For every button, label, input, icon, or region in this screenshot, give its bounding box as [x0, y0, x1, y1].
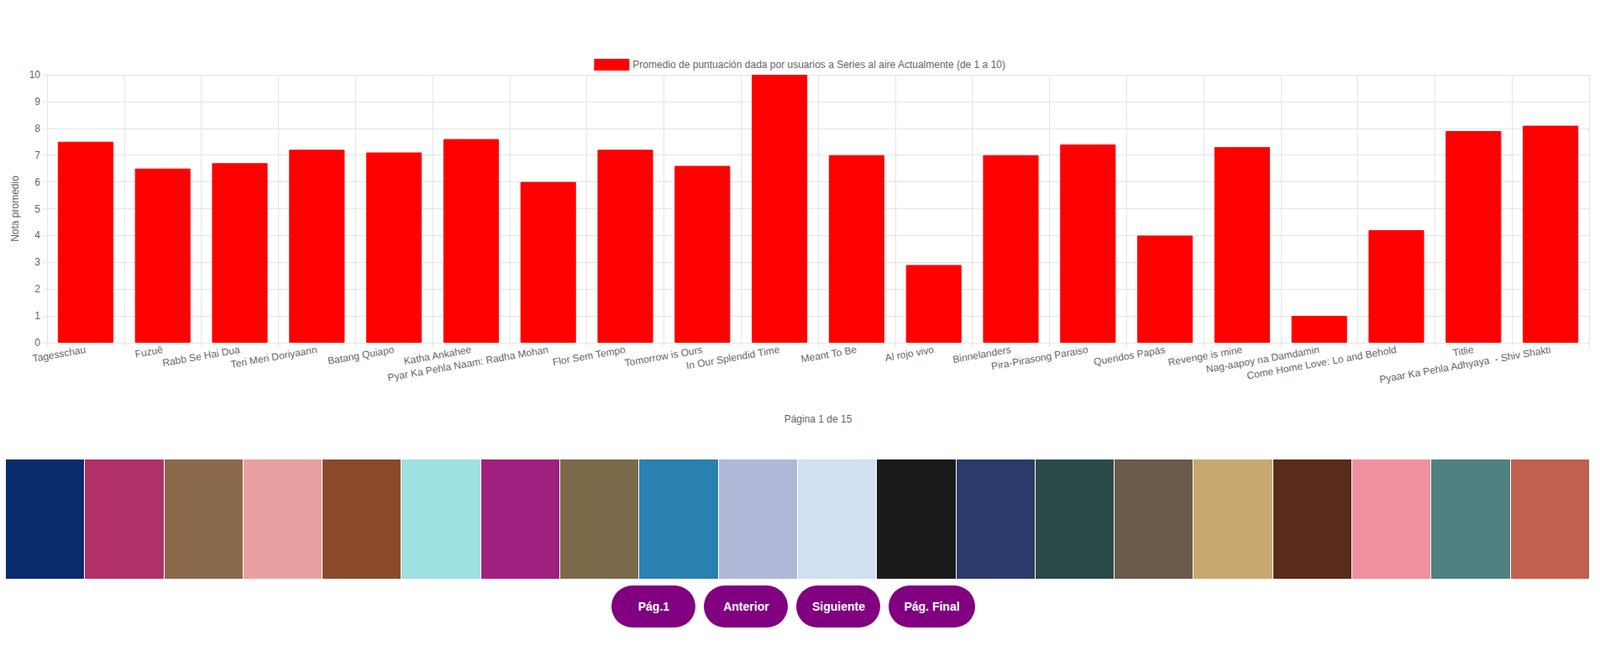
svg-text:Promedio de puntuación dada po: Promedio de puntuación dada por usuarios…	[632, 58, 1006, 71]
svg-text:Fuzuê: Fuzuê	[134, 343, 165, 361]
svg-text:7: 7	[34, 149, 41, 162]
svg-text:4: 4	[34, 229, 41, 242]
svg-text:Tagesschau: Tagesschau	[31, 343, 88, 365]
svg-text:Batang Quiapo: Batang Quiapo	[326, 343, 396, 368]
html-text:Siguiente: Siguiente	[812, 599, 866, 614]
svg-text:5: 5	[34, 203, 41, 216]
svg-text:1: 1	[34, 309, 41, 322]
svg-text:Pyaar Ka Pehla Adhyaya - Shiv: Pyaar Ka Pehla Adhyaya - Shiv Shakti	[1378, 343, 1552, 386]
html-text:Pág. Final: Pág. Final	[904, 599, 960, 614]
svg-text:6: 6	[34, 176, 41, 189]
svg-text:Come Home Love: Lo and Behold: Come Home Love: Lo and Behold	[1245, 343, 1397, 382]
svg-text:Teri Meri Doriyaann: Teri Meri Doriyaann	[230, 343, 319, 371]
svg-text:9: 9	[34, 95, 41, 108]
html-text:Pág.1: Pág.1	[638, 599, 670, 614]
svg-text:Tomorrow is Ours: Tomorrow is Ours	[623, 343, 704, 369]
svg-text:Al rojo vivo: Al rojo vivo	[884, 343, 936, 364]
svg-text:Katha Ankahee: Katha Ankahee	[402, 343, 473, 368]
svg-text:3: 3	[34, 256, 41, 268]
svg-text:Nota promedio: Nota promedio	[9, 175, 21, 242]
html-text:Anterior: Anterior	[723, 599, 770, 614]
svg-text:Rabb Se Hai Dua: Rabb Se Hai Dua	[161, 343, 242, 369]
svg-text:Queridos Papás: Queridos Papás	[1092, 343, 1166, 368]
svg-text:Titlie: Titlie	[1452, 343, 1475, 359]
svg-text:Pyar Ka Pehla Naam: Radha Moha: Pyar Ka Pehla Naam: Radha Mohan	[386, 343, 550, 384]
svg-text:In Our Splendid Time: In Our Splendid Time	[685, 343, 782, 372]
svg-text:Binnelanders: Binnelanders	[951, 343, 1012, 366]
svg-text:0: 0	[34, 336, 41, 349]
svg-text:10: 10	[29, 68, 42, 81]
svg-text:Meant To Be: Meant To Be	[800, 343, 859, 366]
svg-text:8: 8	[34, 122, 41, 135]
svg-text:Revenge is mine: Revenge is mine	[1167, 343, 1244, 369]
svg-text:2: 2	[34, 283, 41, 295]
svg-text:Pira-Pirasong Paraiso: Pira-Pirasong Paraiso	[990, 343, 1090, 373]
svg-text:Nag-aapoy na Damdamin: Nag-aapoy na Damdamin	[1205, 343, 1321, 376]
svg-text:Página 1 de 15: Página 1 de 15	[784, 413, 853, 425]
svg-text:Flor Sem Tempo: Flor Sem Tempo	[551, 343, 627, 368]
